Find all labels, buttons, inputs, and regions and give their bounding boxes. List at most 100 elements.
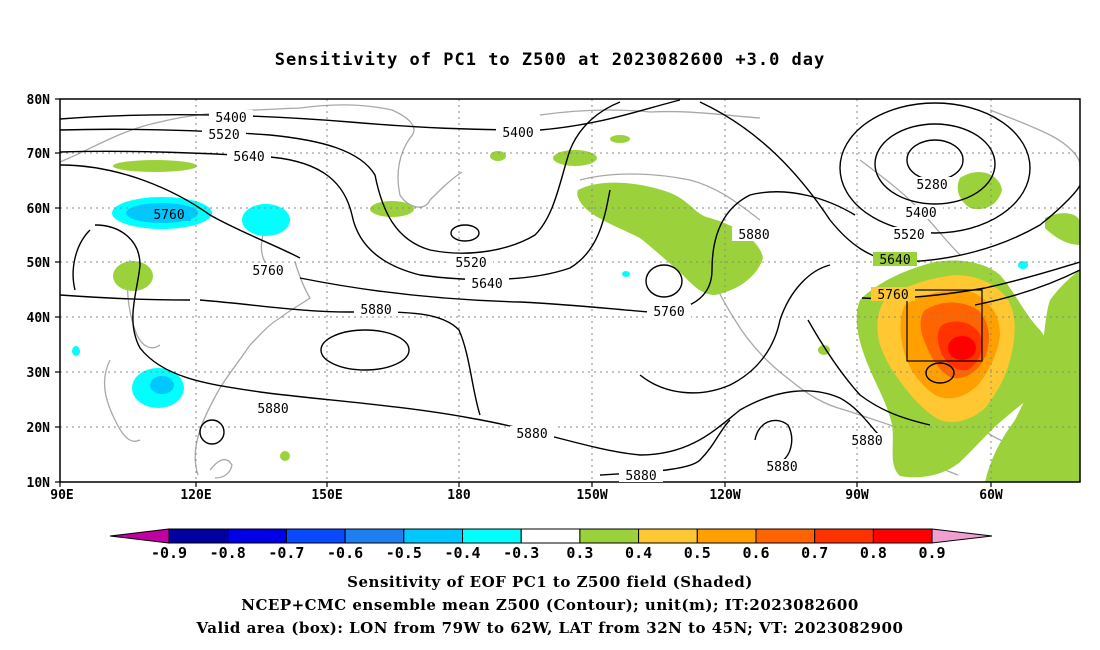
lat-label: 60N bbox=[27, 202, 51, 217]
contour-low-5520 bbox=[839, 102, 1031, 234]
svg-text:5880: 5880 bbox=[738, 228, 769, 243]
svg-text:5400: 5400 bbox=[215, 111, 246, 126]
shade-positive bbox=[553, 150, 597, 166]
contour-label: 5880 bbox=[510, 426, 554, 442]
contour-label: 5760 bbox=[246, 263, 290, 279]
colorbar-label: 0.5 bbox=[684, 544, 711, 562]
svg-text:5640: 5640 bbox=[233, 150, 264, 165]
lat-label: 70N bbox=[27, 147, 51, 162]
shade-positive bbox=[113, 261, 153, 291]
contour-5640 bbox=[60, 150, 611, 281]
lat-label: 20N bbox=[27, 421, 51, 436]
axis-ticks bbox=[55, 98, 992, 487]
colorbar-cell bbox=[638, 528, 698, 544]
lon-label: 90E bbox=[50, 488, 73, 503]
svg-text:5640: 5640 bbox=[879, 253, 910, 268]
colorbar-label: 0.6 bbox=[742, 544, 769, 562]
colorbar-cell bbox=[462, 528, 522, 544]
contour-label: 5400 bbox=[496, 125, 540, 141]
lat-label: 40N bbox=[27, 311, 51, 326]
contour-5880 bbox=[807, 319, 931, 426]
contour-5880 bbox=[599, 419, 731, 476]
svg-text:5520: 5520 bbox=[208, 128, 239, 143]
colorbar-cell bbox=[696, 528, 757, 544]
svg-text:5880: 5880 bbox=[257, 402, 288, 417]
caption-line: NCEP+CMC ensemble mean Z500 (Contour); u… bbox=[241, 596, 859, 614]
svg-text:5520: 5520 bbox=[455, 256, 486, 271]
contour-label: 5520 bbox=[449, 255, 493, 271]
lon-label: 120W bbox=[709, 488, 740, 503]
contour-label: 5880 bbox=[619, 468, 663, 484]
colorbar-right-arrow bbox=[931, 528, 993, 544]
colorbar-cell bbox=[755, 528, 816, 544]
colorbar-cell bbox=[344, 528, 405, 544]
contour-label: 5520 bbox=[887, 227, 931, 243]
contour-label: 5880 bbox=[845, 433, 889, 449]
svg-text:5760: 5760 bbox=[252, 264, 283, 279]
contour-label: 5760 bbox=[647, 304, 691, 320]
shade-negative bbox=[622, 271, 630, 277]
colorbar bbox=[109, 528, 993, 544]
colorbar-labels: -0.9 -0.8 -0.7 -0.6 -0.5 -0.4 -0.3 0.3 0… bbox=[151, 544, 946, 562]
contour-labels: 5400 5520 5640 5760 5400 5280 5400 5520 … bbox=[147, 110, 954, 484]
colorbar-label: -0.4 bbox=[444, 544, 480, 562]
shade-negative bbox=[72, 346, 80, 356]
contour-label: 5760 bbox=[871, 287, 915, 303]
colorbar-cell bbox=[227, 528, 287, 544]
colorbar-label: -0.6 bbox=[327, 544, 363, 562]
caption-line: Valid area (box): LON from 79W to 62W, L… bbox=[196, 619, 904, 637]
colorbar-label: 0.7 bbox=[801, 544, 828, 562]
contour-label: 5520 bbox=[202, 127, 246, 143]
colorbar-cell bbox=[520, 528, 581, 544]
svg-text:5880: 5880 bbox=[625, 469, 656, 484]
colorbar-label: -0.3 bbox=[503, 544, 539, 562]
colorbar-label: -0.5 bbox=[386, 544, 422, 562]
contour-5760-cell bbox=[645, 264, 683, 298]
shade-090 bbox=[948, 336, 976, 360]
contour-label: 5640 bbox=[465, 276, 509, 292]
contour-5880-cell bbox=[320, 329, 410, 371]
contour-5880-cell bbox=[925, 362, 955, 384]
colorbar-label: -0.9 bbox=[151, 544, 187, 562]
contour-label: 5400 bbox=[899, 205, 943, 221]
lon-label: 120E bbox=[180, 488, 211, 503]
contour-label: 5880 bbox=[732, 227, 776, 243]
colorbar-label: -0.7 bbox=[268, 544, 304, 562]
svg-text:5880: 5880 bbox=[851, 434, 882, 449]
svg-text:5880: 5880 bbox=[516, 427, 547, 442]
contour-5760 bbox=[60, 164, 301, 259]
lon-label: 150E bbox=[311, 488, 342, 503]
contour-5880 bbox=[60, 294, 191, 301]
shade-positive bbox=[610, 135, 630, 143]
colorbar-label: 0.8 bbox=[860, 544, 887, 562]
colorbar-cell bbox=[168, 528, 229, 544]
svg-text:5400: 5400 bbox=[502, 126, 533, 141]
shade-positive bbox=[1045, 213, 1080, 245]
lon-label: 150W bbox=[576, 488, 607, 503]
z500-contours bbox=[60, 99, 1080, 476]
sensitivity-shading bbox=[72, 135, 1080, 482]
contour-5520 bbox=[60, 101, 621, 254]
contour-label: 5640 bbox=[873, 252, 917, 268]
lat-label: 50N bbox=[27, 256, 51, 271]
colorbar-label: 0.9 bbox=[918, 544, 945, 562]
contour-5520 bbox=[974, 269, 1080, 306]
colorbar-left-arrow bbox=[109, 528, 170, 544]
shade-positive bbox=[577, 182, 763, 295]
shade-negative bbox=[150, 376, 174, 394]
contour-low-5280 bbox=[906, 139, 964, 181]
lon-label: 60W bbox=[979, 488, 1003, 503]
colorbar-cell bbox=[872, 528, 933, 544]
colorbar-cell bbox=[579, 528, 640, 544]
colorbar-cell bbox=[403, 528, 463, 544]
svg-text:5760: 5760 bbox=[653, 305, 684, 320]
caption-line: Sensitivity of EOF PC1 to Z500 field (Sh… bbox=[347, 573, 753, 591]
lon-label: 90W bbox=[845, 488, 869, 503]
contour-5880-cell bbox=[199, 419, 225, 445]
contour-low-5400 bbox=[874, 123, 996, 205]
svg-text:5760: 5760 bbox=[877, 288, 908, 303]
map-title: Sensitivity of PC1 to Z500 at 2023082600… bbox=[274, 50, 826, 70]
colorbar-label: -0.8 bbox=[210, 544, 246, 562]
svg-text:5880: 5880 bbox=[360, 303, 391, 318]
